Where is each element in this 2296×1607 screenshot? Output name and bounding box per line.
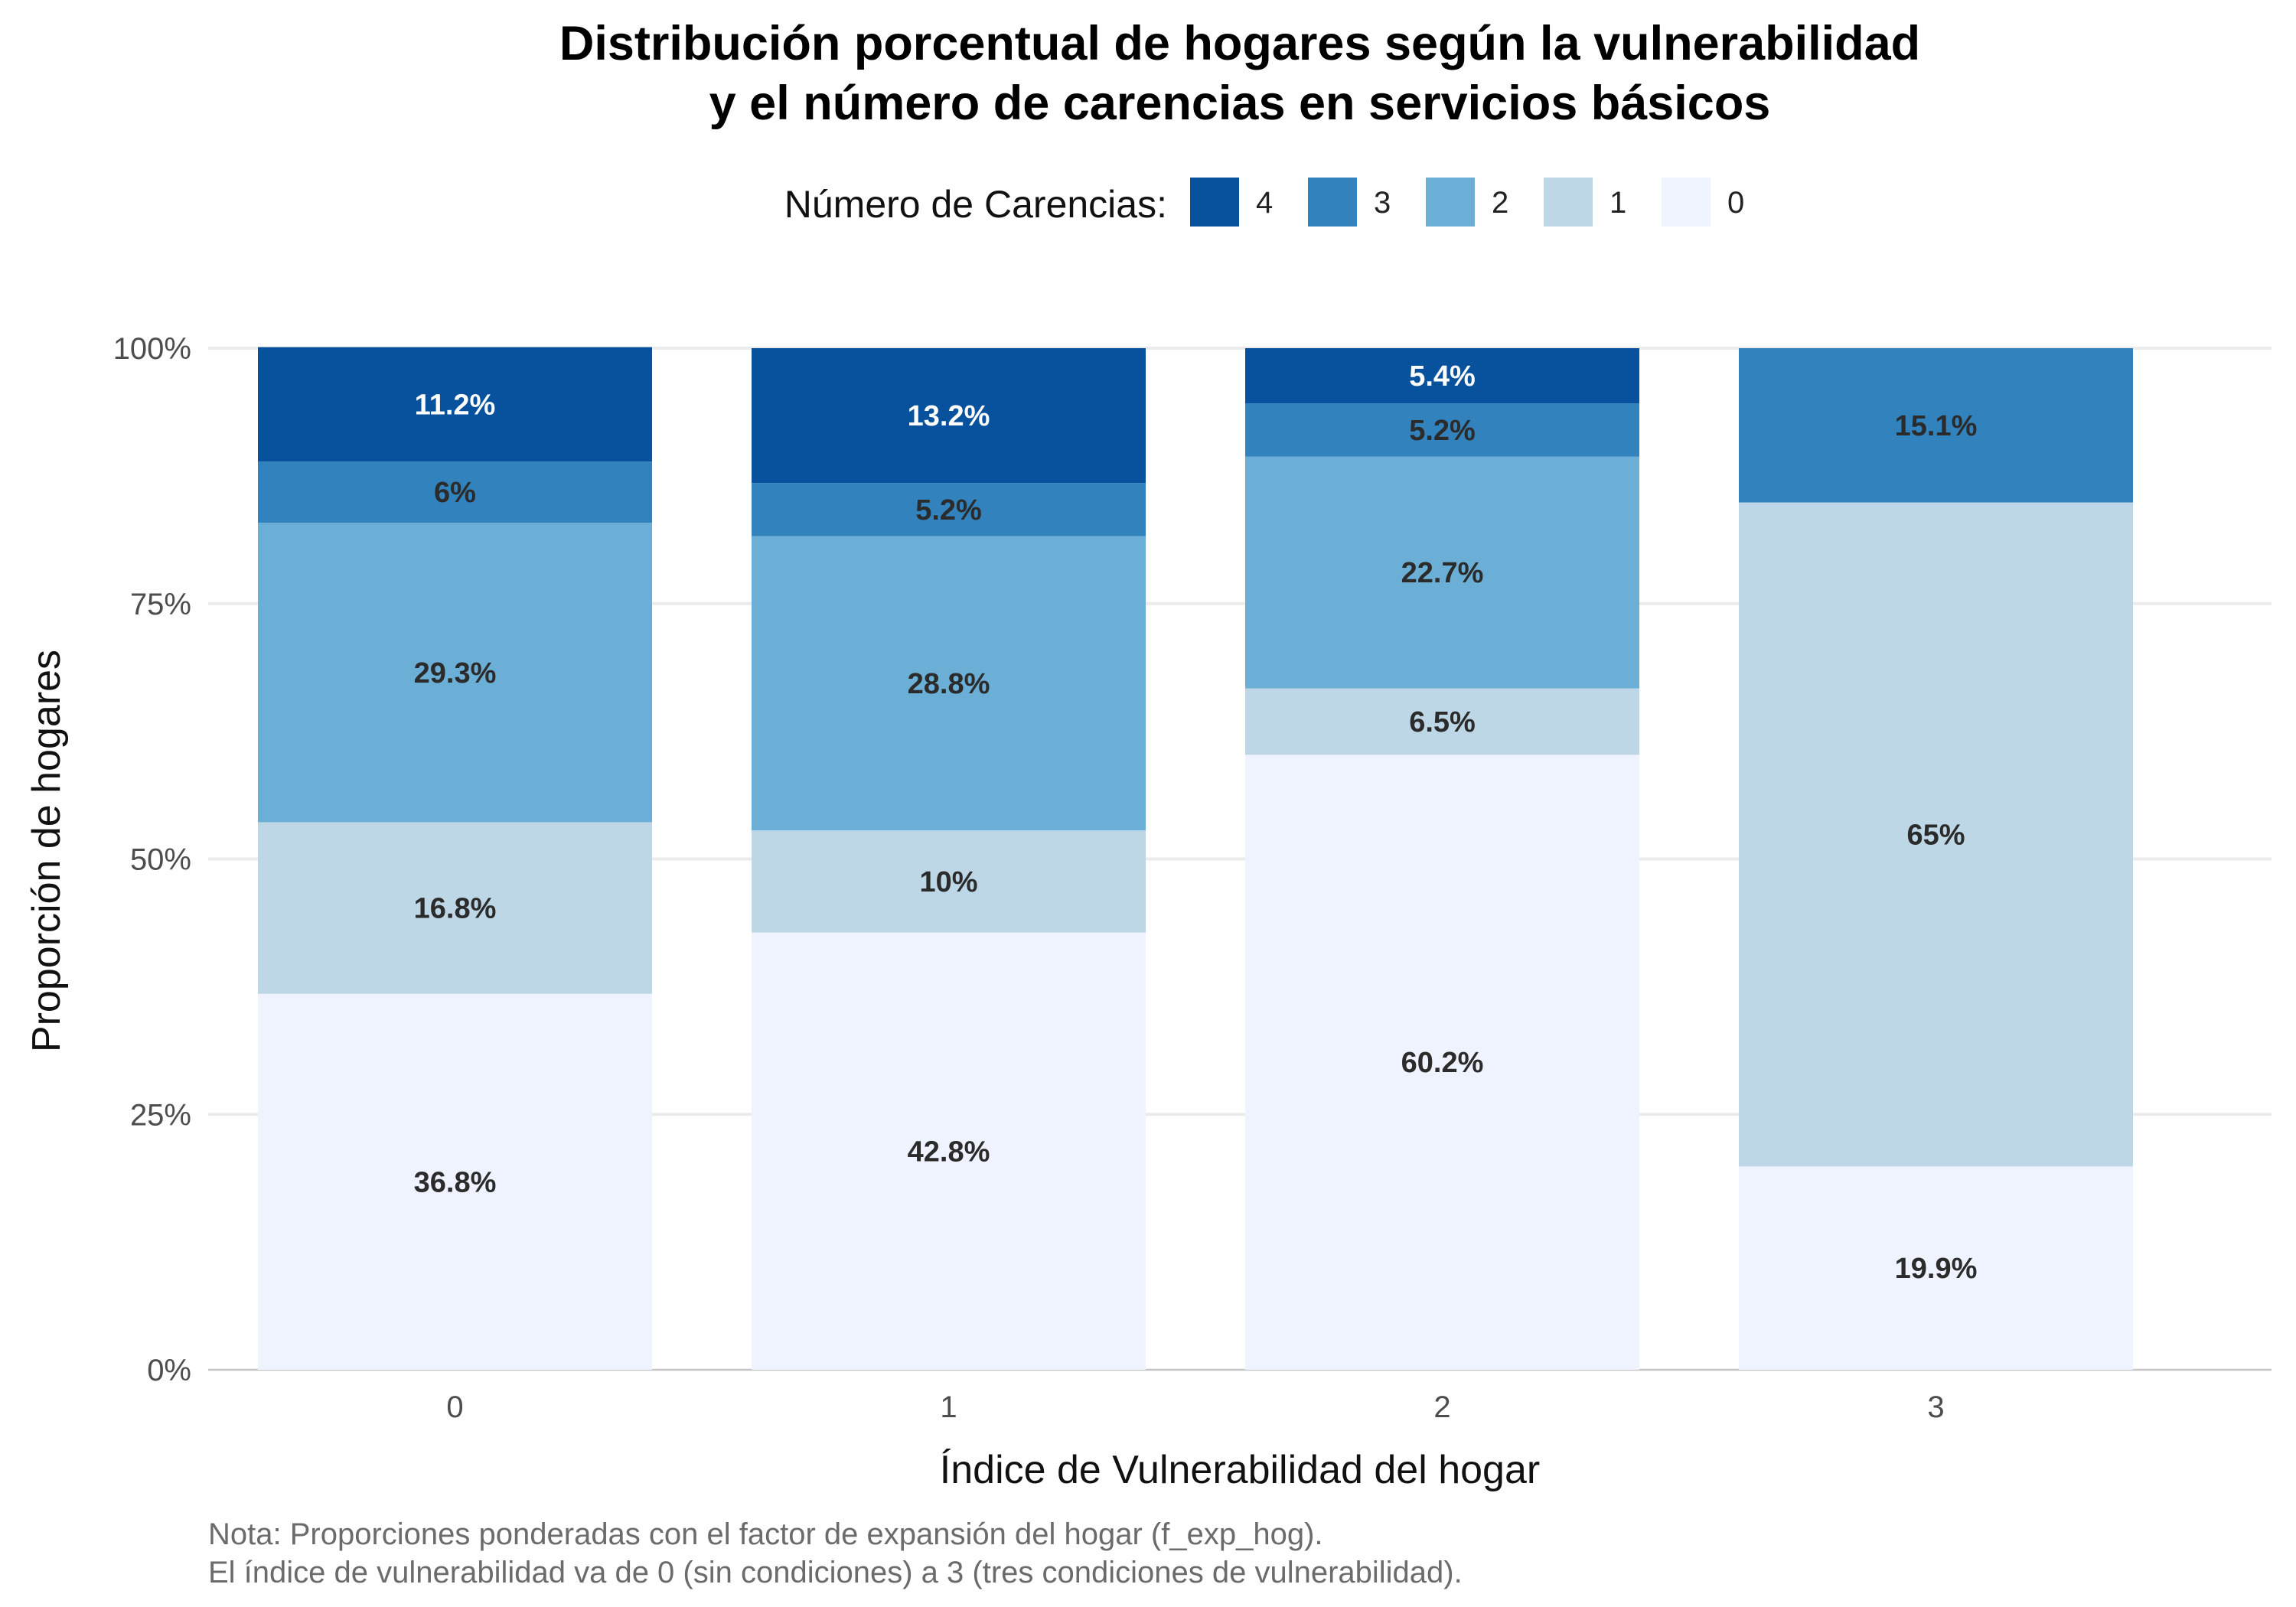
legend-label-4: 4: [1256, 186, 1273, 220]
caption: Nota: Proporciones ponderadas con el fac…: [208, 1517, 1463, 1589]
legend-swatch-4: [1190, 178, 1239, 227]
bar-segment-2-carencias-3: [1245, 403, 1639, 457]
bar-segment-1-carencias-0: [752, 932, 1146, 1370]
bar-segment-0-carencias-1: [258, 822, 652, 994]
legend-label-1: 1: [1609, 186, 1626, 220]
data-label-2-carencias-1: 6.5%: [1409, 706, 1476, 738]
y-tick-label: 100%: [113, 332, 191, 366]
bar-data-labels: 36.8% 16.8% 29.3% 6% 11.2% 42.8% 10% 28.8% 5.2% 1…: [414, 360, 1978, 1285]
data-label-1-carencias-2: 28.8%: [908, 668, 990, 700]
y-tick-label: 75%: [130, 588, 191, 621]
legend-swatch-0: [1662, 178, 1711, 227]
legend-label-0: 0: [1727, 186, 1744, 220]
data-label-1-carencias-3: 5.2%: [915, 494, 982, 526]
x-axis-title: Índice de Vulnerabilidad del hogar: [940, 1448, 1540, 1492]
data-label-0-carencias-3: 6%: [434, 477, 476, 509]
data-label-0-carencias-4: 11.2%: [415, 389, 496, 421]
caption-line-2: El índice de vulnerabilidad va de 0 (sin…: [208, 1556, 1463, 1589]
data-label-2-carencias-4: 5.4%: [1409, 360, 1476, 393]
bar-segment-2-carencias-0: [1245, 755, 1639, 1370]
legend-title: Número de Carencias:: [784, 183, 1167, 226]
x-tick-label-0: 0: [446, 1390, 463, 1424]
bar-segment-0-carencias-4: [258, 347, 652, 462]
bar-segment-2-carencias-4: [1245, 348, 1639, 404]
bar-segment-0-carencias-3: [258, 461, 652, 523]
data-label-3-carencias-1: 65%: [1906, 819, 1965, 851]
data-label-2-carencias-0: 60.2%: [1401, 1047, 1484, 1079]
data-label-0-carencias-0: 36.8%: [414, 1166, 497, 1198]
bar-segment-1-carencias-1: [752, 830, 1146, 933]
data-label-2-carencias-2: 22.7%: [1401, 557, 1484, 589]
data-label-2-carencias-3: 5.2%: [1409, 415, 1476, 447]
caption-line-1: Nota: Proporciones ponderadas con el fac…: [208, 1517, 1323, 1551]
data-label-1-carencias-4: 13.2%: [908, 400, 990, 432]
data-label-1-carencias-1: 10%: [919, 866, 977, 898]
bar-segment-0-carencias-0: [258, 993, 652, 1370]
data-label-1-carencias-0: 42.8%: [908, 1136, 990, 1168]
x-tick-label-2: 2: [1433, 1390, 1450, 1424]
y-tick-label: 0%: [147, 1354, 191, 1387]
y-axis-title: Proporción de hogares: [24, 650, 69, 1052]
y-tick-label: 25%: [130, 1098, 191, 1132]
y-tick-label: 50%: [130, 843, 191, 877]
x-tick-label-1: 1: [940, 1390, 957, 1424]
data-label-3-carencias-0: 19.9%: [1895, 1253, 1978, 1285]
legend-label-2: 2: [1492, 186, 1508, 220]
bar-segment-1-carencias-4: [752, 348, 1146, 484]
x-axis-ticks: 0 1 2 3: [446, 1390, 1944, 1424]
chart-title: Distribución porcentual de hogares según…: [559, 17, 1920, 130]
legend-label-3: 3: [1374, 186, 1391, 220]
legend-swatch-2: [1426, 178, 1475, 227]
legend: Número de Carencias: 4 3 2 1 0: [784, 178, 1744, 227]
data-label-3-carencias-3: 15.1%: [1895, 410, 1978, 442]
legend-swatch-3: [1308, 178, 1357, 227]
bar-segment-3-carencias-1: [1739, 502, 2133, 1167]
bar-segment-3-carencias-0: [1739, 1166, 2133, 1370]
bar-segment-2-carencias-2: [1245, 456, 1639, 689]
bars: [258, 347, 2133, 1370]
chart-title-line-2: y el número de carencias en servicios bá…: [709, 77, 1771, 130]
y-axis-ticks: 0% 25% 50% 75% 100%: [113, 332, 191, 1387]
data-label-0-carencias-1: 16.8%: [414, 893, 497, 925]
chart-title-line-1: Distribución porcentual de hogares según…: [559, 17, 1920, 70]
bar-segment-0-carencias-2: [258, 523, 652, 823]
bar-segment-3-carencias-3: [1739, 348, 2133, 503]
x-tick-label-3: 3: [1927, 1390, 1944, 1424]
legend-swatch-1: [1544, 178, 1593, 227]
bar-segment-1-carencias-2: [752, 536, 1146, 831]
bar-segment-1-carencias-3: [752, 483, 1146, 536]
bar-segment-2-carencias-1: [1245, 688, 1639, 755]
data-label-0-carencias-2: 29.3%: [414, 657, 497, 689]
